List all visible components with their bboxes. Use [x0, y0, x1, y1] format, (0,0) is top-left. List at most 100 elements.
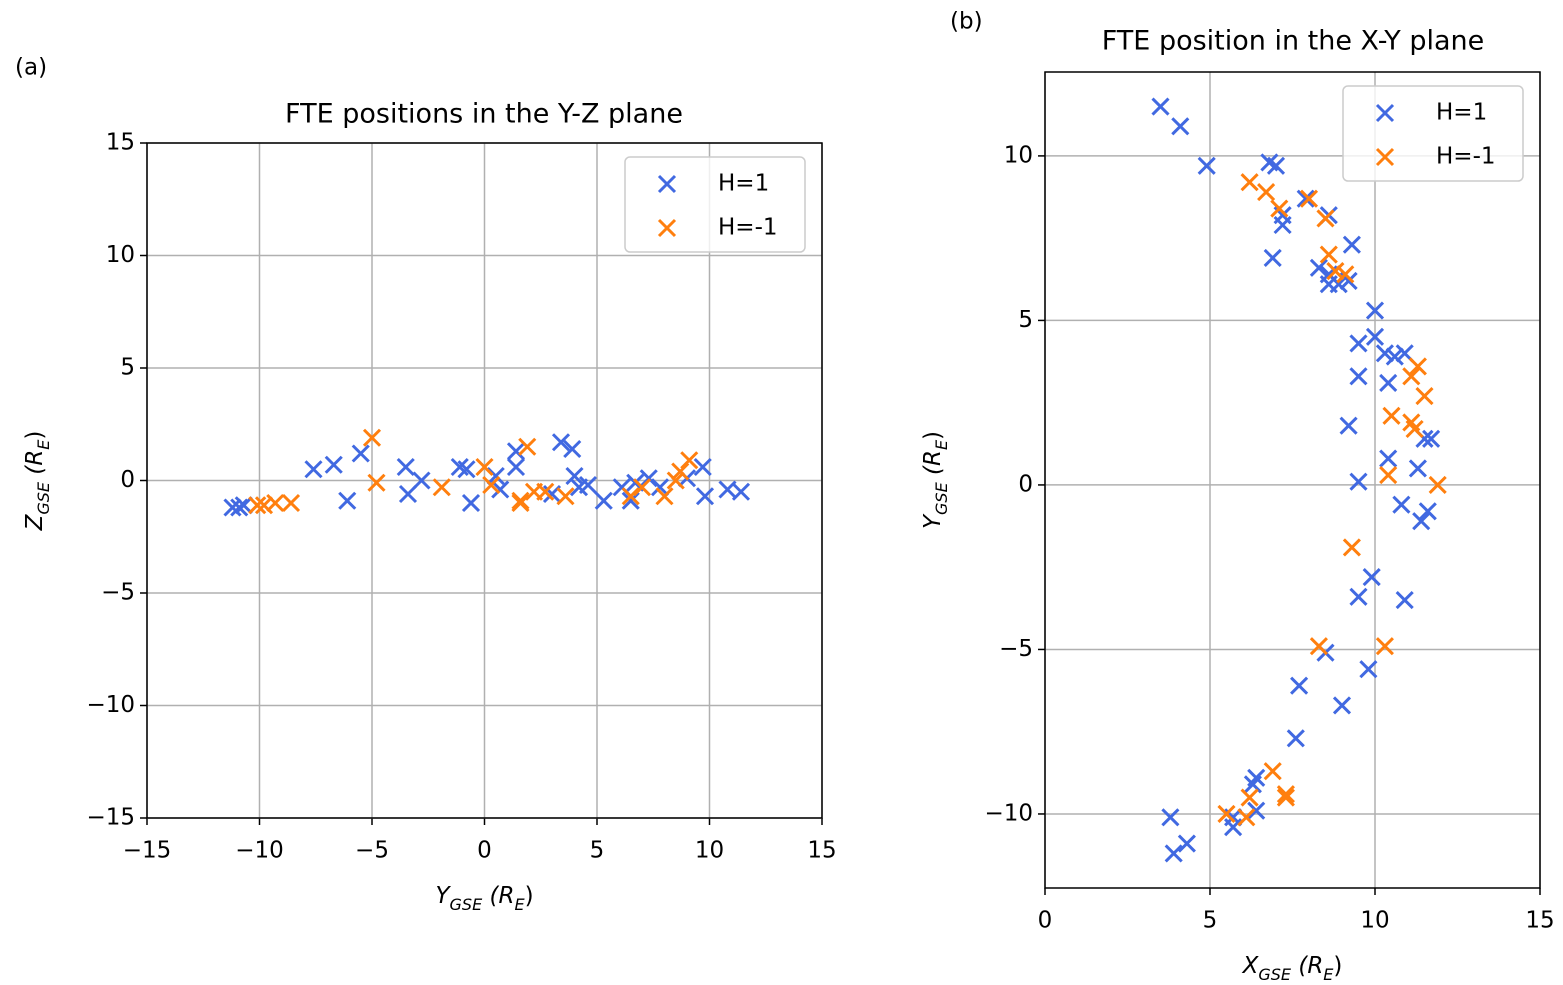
chart-title: FTE positions in the Y-Z plane: [285, 99, 683, 130]
y-tick-label: −10: [86, 692, 135, 718]
panel-label: (b): [950, 9, 983, 35]
x-axis-label: XGSE (RE): [1242, 953, 1343, 985]
y-axis-label-part: Y: [920, 513, 946, 529]
marker: [1385, 347, 1404, 366]
y-tick-label: 15: [106, 130, 135, 156]
marker: [511, 491, 530, 510]
marker: [1164, 844, 1183, 863]
marker: [1379, 466, 1398, 485]
y-axis-label-part: E: [34, 439, 53, 450]
plot-area: (b) FTE position in the X-Y plane 0 5 10 15 −1…: [950, 9, 1555, 934]
marker: [1290, 676, 1309, 695]
axes-frame: [146, 142, 823, 819]
marker: [1276, 788, 1295, 807]
x-tick-label: 15: [807, 838, 836, 864]
marker: [1286, 729, 1305, 748]
marker: [1365, 327, 1385, 346]
marker: [432, 478, 451, 497]
marker: [1349, 367, 1368, 386]
x-tick-label: 5: [590, 838, 605, 864]
legend: H=1 H=-1: [1342, 85, 1524, 182]
marker: [367, 473, 386, 492]
marker: [1408, 357, 1427, 376]
y-tick-label: 5: [120, 355, 135, 381]
marker: [565, 466, 584, 486]
marker: [639, 469, 658, 488]
marker: [1257, 183, 1276, 202]
panel-label: (a): [15, 55, 47, 81]
y-tick-label: −15: [86, 805, 135, 831]
marker: [362, 428, 382, 447]
marker: [1296, 189, 1315, 208]
marker: [396, 457, 415, 477]
y-axis-label: YGSE (RE): [920, 431, 952, 529]
marker: [351, 444, 370, 463]
axes-frame: [1044, 71, 1541, 889]
marker: [248, 496, 267, 515]
x-axis-label-part: GSE: [1258, 965, 1292, 984]
marker: [1319, 245, 1338, 264]
marker: [680, 451, 699, 470]
y-tick-label: 0: [120, 467, 135, 493]
y-tick-label: −5: [101, 580, 135, 606]
marker: [1395, 591, 1414, 610]
marker: [1379, 373, 1398, 392]
marker: [518, 437, 537, 456]
marker: [666, 471, 685, 490]
x-tick-label: 0: [477, 838, 492, 864]
marker: [1309, 258, 1328, 277]
marker: [1375, 344, 1394, 363]
marker: [621, 491, 640, 510]
legend-label: H=-1: [718, 215, 778, 241]
marker: [482, 475, 501, 495]
x-tick-label: −15: [123, 838, 172, 864]
marker: [1326, 262, 1345, 281]
marker: [1418, 502, 1437, 521]
x-tick-label: 10: [695, 838, 724, 864]
marker: [1359, 660, 1378, 679]
marker: [1415, 387, 1434, 406]
marker: [1247, 801, 1266, 820]
marker: [1240, 173, 1259, 192]
legend: H=1 H=-1: [624, 156, 806, 253]
marker: [1342, 235, 1361, 254]
x-axis-label-part: (R: [482, 883, 514, 909]
legend-label: H=1: [718, 171, 769, 197]
x-tick-label: 10: [1360, 908, 1389, 934]
y-axis-label-part: ): [920, 431, 946, 440]
x-axis-label-part: (R: [1291, 953, 1323, 979]
marker: [412, 471, 431, 490]
marker: [1224, 818, 1243, 837]
x-axis-label: YGSE (RE): [435, 883, 533, 915]
marker: [594, 491, 613, 510]
marker: [1263, 762, 1282, 781]
marker: [1263, 248, 1282, 267]
chart-title: FTE position in the X-Y plane: [1102, 26, 1484, 57]
marker: [1408, 459, 1427, 478]
marker: [731, 482, 751, 501]
marker: [1151, 97, 1170, 116]
marker: [1329, 275, 1348, 294]
x-axis-label-part: ): [525, 883, 534, 909]
marker: [693, 457, 712, 477]
marker: [695, 487, 715, 506]
y-axis-label-part: (R: [22, 450, 48, 482]
x-tick-label: 5: [1203, 908, 1218, 934]
marker: [1405, 419, 1424, 439]
y-axis-label: ZGSE (RE): [22, 431, 54, 532]
marker: [398, 484, 418, 504]
marker: [1273, 215, 1292, 235]
marker: [1299, 189, 1319, 208]
marker: [304, 460, 323, 479]
legend-box: [624, 156, 806, 253]
marker: [1336, 265, 1355, 284]
marker: [1243, 775, 1262, 794]
marker: [632, 478, 652, 497]
marker: [655, 487, 674, 506]
marker: [1197, 156, 1216, 175]
marker: [1332, 696, 1352, 715]
marker: [1349, 334, 1368, 353]
legend-label: H=1: [1436, 100, 1487, 126]
